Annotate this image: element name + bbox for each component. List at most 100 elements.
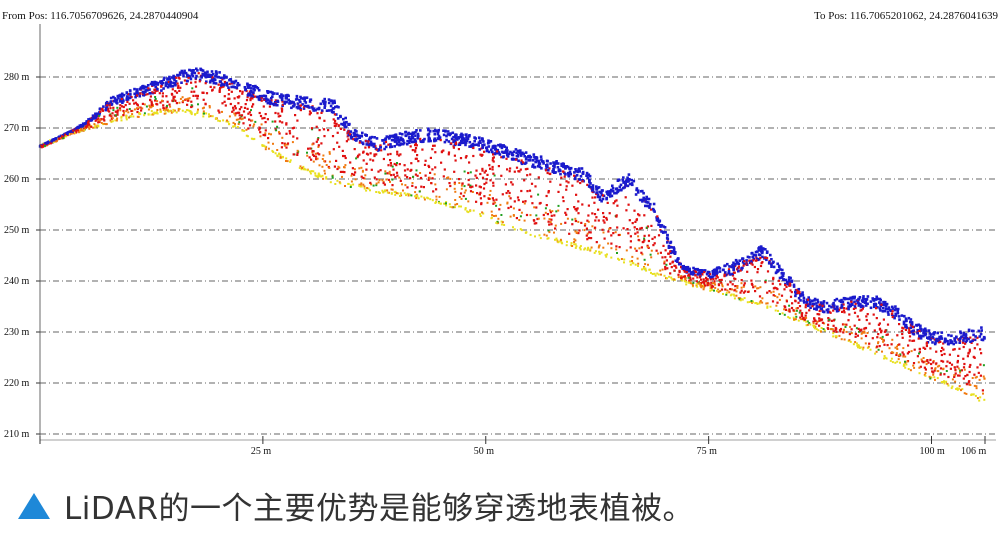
lidar-point — [177, 84, 180, 87]
lidar-point — [235, 118, 238, 121]
lidar-point — [554, 162, 557, 165]
lidar-point — [41, 145, 45, 148]
lidar-point — [340, 122, 343, 126]
lidar-point — [786, 282, 790, 286]
lidar-point — [677, 276, 680, 279]
lidar-point — [697, 282, 700, 285]
lidar-point — [62, 133, 65, 137]
lidar-point — [901, 336, 904, 339]
lidar-point — [40, 144, 43, 147]
lidar-point — [567, 174, 570, 177]
lidar-point — [112, 95, 115, 99]
lidar-point — [733, 297, 736, 300]
lidar-point — [788, 308, 791, 311]
lidar-point — [208, 115, 210, 118]
lidar-point — [842, 307, 845, 310]
lidar-point — [880, 329, 883, 332]
lidar-point — [929, 333, 933, 336]
lidar-point — [821, 304, 824, 307]
lidar-point — [656, 219, 660, 223]
lidar-point — [550, 218, 553, 221]
lidar-point — [321, 99, 325, 103]
lidar-point — [233, 105, 237, 108]
lidar-point — [759, 247, 763, 251]
lidar-point — [482, 187, 486, 190]
lidar-point — [538, 234, 541, 237]
lidar-point — [203, 112, 205, 115]
lidar-point — [472, 209, 475, 212]
lidar-point — [328, 151, 331, 154]
lidar-point — [731, 288, 733, 291]
lidar-point — [917, 337, 920, 340]
lidar-point — [499, 144, 503, 147]
lidar-point — [227, 93, 230, 96]
lidar-point — [317, 146, 320, 148]
lidar-point — [320, 111, 323, 114]
lidar-point — [192, 69, 195, 72]
lidar-point — [813, 297, 817, 301]
lidar-point — [172, 110, 175, 113]
lidar-point — [108, 104, 112, 107]
lidar-point — [395, 192, 398, 195]
lidar-point — [373, 176, 376, 179]
lidar-point — [788, 317, 791, 320]
lidar-point — [941, 381, 944, 383]
lidar-point — [899, 361, 901, 364]
lidar-point — [133, 87, 136, 91]
lidar-point — [618, 258, 621, 261]
lidar-point — [290, 106, 293, 110]
lidar-point — [401, 132, 404, 136]
lidar-point — [97, 124, 100, 127]
lidar-point — [833, 307, 836, 311]
lidar-point — [454, 136, 458, 140]
lidar-point — [927, 329, 931, 332]
lidar-point — [802, 299, 805, 303]
lidar-point — [481, 145, 485, 149]
lidar-point — [670, 266, 673, 269]
lidar-point — [406, 192, 409, 195]
lidar-point — [847, 305, 850, 308]
lidar-point — [276, 149, 279, 151]
lidar-point — [268, 105, 271, 108]
lidar-point — [189, 110, 192, 113]
lidar-point — [243, 106, 247, 109]
lidar-point — [648, 206, 651, 209]
lidar-point — [530, 182, 534, 185]
lidar-point — [634, 220, 637, 223]
lidar-point — [505, 151, 509, 155]
lidar-point — [354, 171, 357, 174]
lidar-point — [529, 173, 532, 176]
lidar-point — [456, 136, 460, 140]
lidar-point — [580, 167, 584, 170]
lidar-point — [89, 118, 92, 122]
lidar-point — [849, 325, 852, 328]
lidar-point — [513, 228, 516, 231]
lidar-point — [162, 87, 165, 90]
lidar-point — [288, 100, 292, 103]
lidar-point — [546, 237, 549, 240]
lidar-point — [715, 269, 719, 272]
lidar-point — [879, 336, 882, 339]
lidar-point — [898, 354, 900, 357]
lidar-point — [170, 111, 173, 114]
lidar-point — [443, 202, 446, 205]
lidar-point — [102, 123, 105, 126]
lidar-point — [697, 281, 700, 284]
lidar-point — [236, 111, 239, 114]
lidar-point — [640, 226, 643, 230]
lidar-point — [973, 347, 976, 350]
lidar-point — [143, 114, 146, 117]
lidar-point — [509, 167, 512, 170]
lidar-point — [714, 277, 717, 280]
lidar-point — [669, 251, 673, 255]
lidar-point — [414, 142, 417, 145]
lidar-point — [509, 150, 512, 154]
lidar-point — [647, 263, 649, 266]
lidar-point — [247, 112, 250, 115]
lidar-point — [659, 251, 662, 254]
lidar-point — [501, 193, 504, 196]
lidar-point — [868, 342, 871, 345]
lidar-point — [253, 88, 256, 92]
lidar-point — [321, 158, 324, 160]
lidar-point — [685, 283, 688, 286]
